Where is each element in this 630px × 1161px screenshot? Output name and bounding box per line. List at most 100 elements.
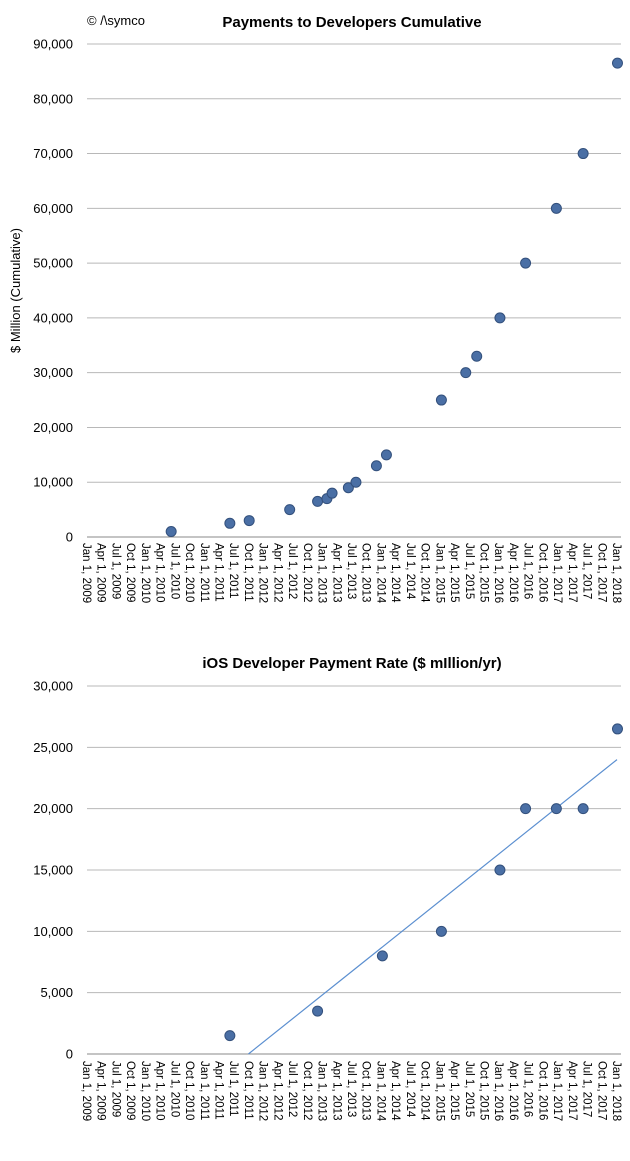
chart-2-data-point — [611, 723, 623, 735]
chart-2-ytick-label: 20,000 — [33, 801, 73, 816]
chart-1-ytick-label: 20,000 — [33, 420, 73, 435]
chart-1-xtick-label: Jul 1, 2012 — [286, 543, 298, 599]
chart-2-xtick-label: Jan 1, 2014 — [374, 1061, 386, 1122]
chart-1-xtick-label: Jan 1, 2009 — [80, 543, 92, 603]
chart-1-xtick-label: Oct 1, 2012 — [301, 543, 313, 602]
chart-1-xtick-label: Jul 1, 2017 — [581, 543, 593, 599]
chart-2-ytick-label: 15,000 — [33, 863, 73, 878]
chart-2-xtick-label: Jan 1, 2013 — [316, 1061, 328, 1121]
chart-1-ytick-label: 10,000 — [33, 475, 73, 490]
copyright-label: © /\symco — [87, 13, 145, 28]
chart-1-ytick-label: 60,000 — [33, 201, 73, 216]
chart-2-ytick-label: 10,000 — [33, 924, 73, 939]
chart-2-xtick-label: Jul 1, 2009 — [109, 1061, 121, 1117]
chart-2-xtick-label: Oct 1, 2016 — [536, 1061, 548, 1120]
chart-1-xtick-label: Jul 1, 2015 — [463, 543, 475, 599]
chart-1-xtick-label: Apr 1, 2009 — [95, 543, 107, 602]
chart-2-data-point — [550, 803, 562, 815]
chart-2-xtick-label: Apr 1, 2014 — [389, 1061, 401, 1121]
chart-1-ytick-label: 0 — [66, 530, 73, 545]
chart-2-xtick-label: Jan 1, 2011 — [198, 1061, 210, 1120]
chart-1-xtick-label: Oct 1, 2009 — [124, 543, 136, 602]
chart-1-xtick-label: Apr 1, 2014 — [389, 543, 401, 603]
chart-1-xtick-label: Jul 1, 2016 — [522, 543, 534, 599]
chart-2-xtick-label: Jan 1, 2016 — [492, 1061, 504, 1121]
chart-1-data-point — [471, 350, 483, 362]
chart-2-xtick-label: Oct 1, 2010 — [183, 1061, 195, 1120]
chart-2-xtick-label: Apr 1, 2011 — [213, 1061, 225, 1120]
chart-1-xtick-label: Jan 1, 2018 — [610, 543, 622, 603]
chart-2-xtick-label: Jul 1, 2010 — [168, 1061, 180, 1117]
chart-1-data-point — [435, 394, 447, 406]
chart-2-xtick-label: Apr 1, 2012 — [271, 1061, 283, 1120]
chart-2-data-point — [312, 1005, 324, 1017]
chart-2-xtick-label: Oct 1, 2009 — [124, 1061, 136, 1120]
chart-1-xtick-label: Oct 1, 2015 — [478, 543, 490, 602]
chart-1-data-point — [370, 460, 382, 472]
chart-2-xtick-label: Oct 1, 2013 — [360, 1061, 372, 1120]
chart-2-xtick-label: Apr 1, 2013 — [330, 1061, 342, 1120]
chart-1-data-point — [520, 257, 532, 269]
chart-1-xtick-label: Apr 1, 2013 — [330, 543, 342, 602]
chart-2-ytick-label: 5,000 — [40, 985, 73, 1000]
chart-1-data-point — [165, 526, 177, 538]
chart-2-xtick-label: Oct 1, 2014 — [419, 1061, 431, 1121]
chart-1-xtick-label: Apr 1, 2017 — [566, 543, 578, 602]
chart-2-title: iOS Developer Payment Rate ($ mIllion/yr… — [202, 655, 501, 672]
chart-2-xtick-label: Jul 1, 2017 — [581, 1061, 593, 1117]
chart-1-ytick-label: 80,000 — [33, 91, 73, 106]
chart-1-ylabel: $ Million (Cumulative) — [8, 228, 23, 353]
chart-1-xtick-label: Oct 1, 2010 — [183, 543, 195, 602]
chart-2-xtick-label: Jul 1, 2016 — [522, 1061, 534, 1117]
chart-2-xtick-label: Jul 1, 2015 — [463, 1061, 475, 1117]
chart-1-ytick-label: 30,000 — [33, 365, 73, 380]
chart-2-data-point — [494, 864, 506, 876]
chart-1-ytick-label: 40,000 — [33, 310, 73, 325]
chart-2-xtick-label: Jul 1, 2012 — [286, 1061, 298, 1117]
chart-2-xtick-label: Oct 1, 2015 — [478, 1061, 490, 1120]
chart-2-xtick-label: Apr 1, 2017 — [566, 1061, 578, 1120]
chart-1-xtick-label: Jan 1, 2014 — [374, 543, 386, 604]
chart-1-data-point — [611, 57, 623, 69]
chart-1-title: Payments to Developers Cumulative — [222, 14, 481, 31]
chart-2-ytick-label: 25,000 — [33, 740, 73, 755]
chart-2-xtick-label: Apr 1, 2009 — [95, 1061, 107, 1120]
chart-2-trendline — [248, 759, 618, 1055]
chart-2-xtick-label: Jan 1, 2018 — [610, 1061, 622, 1121]
chart-1-xtick-label: Jan 1, 2017 — [551, 543, 563, 603]
chart-1-xtick-label: Oct 1, 2013 — [360, 543, 372, 602]
chart-1-xtick-label: Jan 1, 2016 — [492, 543, 504, 603]
chart-1-xtick-label: Oct 1, 2014 — [419, 543, 431, 603]
chart-1-data-point — [312, 495, 324, 507]
chart-1-ytick-label: 50,000 — [33, 256, 73, 271]
chart-2-xtick-label: Jan 1, 2010 — [139, 1061, 151, 1121]
chart-1-xtick-label: Apr 1, 2012 — [271, 543, 283, 602]
chart-1-xtick-label: Jul 1, 2011 — [227, 543, 239, 598]
chart-1-xtick-label: Jul 1, 2014 — [404, 543, 416, 600]
chart-2-xtick-label: Jan 1, 2017 — [551, 1061, 563, 1121]
chart-2-xtick-label: Oct 1, 2017 — [595, 1061, 607, 1120]
chart-1-ytick-label: 90,000 — [33, 37, 73, 52]
chart-1-xtick-label: Apr 1, 2016 — [507, 543, 519, 602]
chart-2-xtick-label: Jan 1, 2009 — [80, 1061, 92, 1121]
chart-2-data-point — [224, 1030, 236, 1042]
chart-1-xtick-label: Jul 1, 2013 — [345, 543, 357, 599]
chart-1-data-point — [224, 517, 236, 529]
chart-1-xtick-label: Apr 1, 2011 — [213, 543, 225, 602]
chart-1-xtick-label: Jul 1, 2010 — [168, 543, 180, 599]
chart-2-xtick-label: Jul 1, 2013 — [345, 1061, 357, 1117]
chart-1-xtick-label: Jan 1, 2012 — [257, 543, 269, 603]
chart-2-xtick-label: Jan 1, 2012 — [257, 1061, 269, 1121]
chart-1-data-point — [494, 312, 506, 324]
chart-1-data-point — [284, 504, 296, 516]
chart-2-xtick-label: Apr 1, 2016 — [507, 1061, 519, 1120]
chart-1-xtick-label: Jul 1, 2009 — [109, 543, 121, 599]
chart-2-data-point — [577, 803, 589, 815]
chart-1-xtick-label: Jan 1, 2015 — [433, 543, 445, 603]
chart-1-data-point — [342, 482, 354, 494]
chart-1-data-point — [460, 367, 472, 379]
chart-2-ytick-label: 0 — [66, 1047, 73, 1062]
chart-2-xtick-label: Jan 1, 2015 — [433, 1061, 445, 1121]
chart-1-xtick-label: Jan 1, 2010 — [139, 543, 151, 603]
